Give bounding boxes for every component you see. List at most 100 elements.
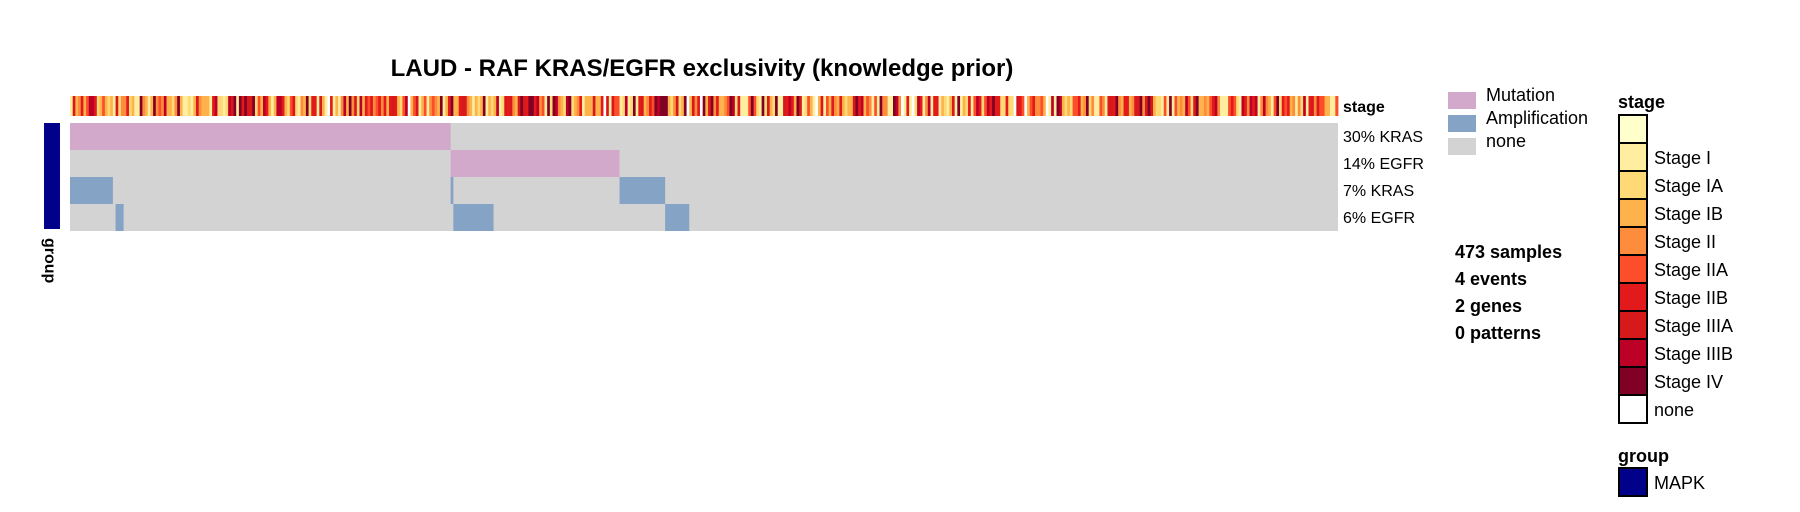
stage-cell bbox=[1236, 96, 1240, 116]
stage-cell bbox=[890, 96, 894, 116]
stage-cell bbox=[118, 96, 122, 116]
stage-cell bbox=[710, 96, 714, 116]
stage-cell bbox=[603, 96, 607, 116]
stage-cell bbox=[1212, 96, 1216, 116]
stage-cell bbox=[563, 96, 567, 116]
stage-cell bbox=[88, 96, 92, 116]
stage-cell bbox=[748, 96, 752, 116]
stage-cell bbox=[911, 96, 915, 116]
stage-cell bbox=[935, 96, 939, 116]
row-background bbox=[70, 150, 1338, 177]
stage-cell bbox=[858, 96, 862, 116]
stage-cell bbox=[984, 96, 988, 116]
stage-cell bbox=[941, 96, 945, 116]
stage-cell bbox=[488, 96, 492, 116]
stage-cell bbox=[498, 96, 503, 116]
stage-cell bbox=[305, 96, 309, 116]
stage-cell bbox=[490, 96, 494, 116]
stage-cell bbox=[1037, 96, 1041, 116]
stage-cell bbox=[541, 96, 545, 116]
stage-cell bbox=[560, 96, 564, 116]
stage-cell bbox=[241, 96, 245, 116]
summary-stat: 0 patterns bbox=[1455, 323, 1541, 343]
stage-cell bbox=[1005, 96, 1009, 116]
stage-cell bbox=[1254, 96, 1258, 116]
stage-cell bbox=[1021, 96, 1025, 116]
alteration-legend-label: Amplification bbox=[1486, 108, 1588, 128]
stage-cell bbox=[1094, 96, 1098, 116]
stage-legend-swatch bbox=[1618, 198, 1648, 228]
stage-cell bbox=[1303, 96, 1307, 116]
row-label: 14% EGFR bbox=[1343, 156, 1424, 173]
stage-cell bbox=[667, 96, 671, 116]
stage-cell bbox=[123, 96, 127, 116]
stage-cell bbox=[1246, 96, 1250, 116]
stage-cell bbox=[397, 96, 401, 116]
stage-cell bbox=[1222, 96, 1226, 116]
stage-cell bbox=[177, 96, 181, 116]
stage-cell bbox=[951, 96, 956, 116]
stage-cell bbox=[734, 96, 738, 116]
stage-cell bbox=[327, 96, 331, 116]
stage-cell bbox=[1158, 96, 1162, 116]
stage-legend-label: Stage I bbox=[1654, 148, 1711, 168]
stage-cell bbox=[844, 96, 848, 116]
stage-cell bbox=[1086, 96, 1090, 116]
alteration-cell bbox=[450, 150, 620, 177]
stage-cell bbox=[1077, 96, 1082, 116]
stage-cell bbox=[925, 96, 929, 116]
stage-cell bbox=[364, 96, 368, 116]
alteration-legend-swatch bbox=[1448, 115, 1476, 132]
stage-cell bbox=[737, 96, 741, 116]
stage-cell bbox=[359, 96, 363, 116]
stage-cell bbox=[568, 96, 572, 116]
stage-cell bbox=[842, 96, 846, 116]
stage-cell bbox=[1010, 96, 1015, 116]
stage-cell bbox=[102, 96, 106, 116]
stage-cell bbox=[694, 96, 698, 116]
stage-cell bbox=[1193, 96, 1197, 116]
alteration-cell bbox=[665, 204, 690, 231]
summary-stat: 473 samples bbox=[1455, 242, 1562, 262]
stage-cell bbox=[726, 96, 730, 116]
stage-cell bbox=[472, 96, 476, 116]
stage-cell bbox=[268, 96, 272, 116]
stage-cell bbox=[372, 96, 377, 116]
stage-cell bbox=[828, 96, 832, 116]
stage-cell bbox=[745, 96, 749, 116]
stage-cell bbox=[943, 96, 948, 116]
stage-cell bbox=[1064, 96, 1068, 116]
stage-cell bbox=[431, 96, 435, 116]
stage-cell bbox=[892, 96, 897, 116]
stage-cell bbox=[598, 96, 602, 116]
stage-cell bbox=[271, 96, 275, 116]
stage-cell bbox=[228, 96, 232, 116]
stage-cell bbox=[179, 96, 183, 116]
group-legend-label: MAPK bbox=[1654, 473, 1705, 493]
stage-cell bbox=[1045, 96, 1049, 116]
stage-cell bbox=[1043, 96, 1047, 116]
stage-cell bbox=[831, 96, 835, 116]
stage-cell bbox=[166, 96, 170, 116]
stage-cell bbox=[683, 96, 687, 116]
stage-cell bbox=[791, 96, 795, 116]
stage-cell bbox=[641, 96, 645, 116]
stage-cell bbox=[1142, 96, 1146, 116]
stage-cell bbox=[879, 96, 883, 116]
stage-cell bbox=[968, 96, 972, 116]
stage-cell bbox=[807, 96, 811, 116]
stage-cell bbox=[884, 96, 889, 116]
stage-cell bbox=[399, 96, 403, 116]
summary-stat: 4 events bbox=[1455, 269, 1527, 289]
stage-cell bbox=[1225, 96, 1229, 116]
stage-cell bbox=[1102, 96, 1106, 116]
stage-cell bbox=[1161, 96, 1165, 116]
alteration-cell bbox=[450, 177, 454, 204]
stage-cell bbox=[426, 96, 430, 116]
stage-cell bbox=[193, 96, 197, 116]
stage-cell bbox=[1118, 96, 1122, 116]
stage-cell bbox=[927, 96, 931, 116]
stage-cell bbox=[230, 96, 234, 116]
stage-cell bbox=[195, 96, 200, 116]
